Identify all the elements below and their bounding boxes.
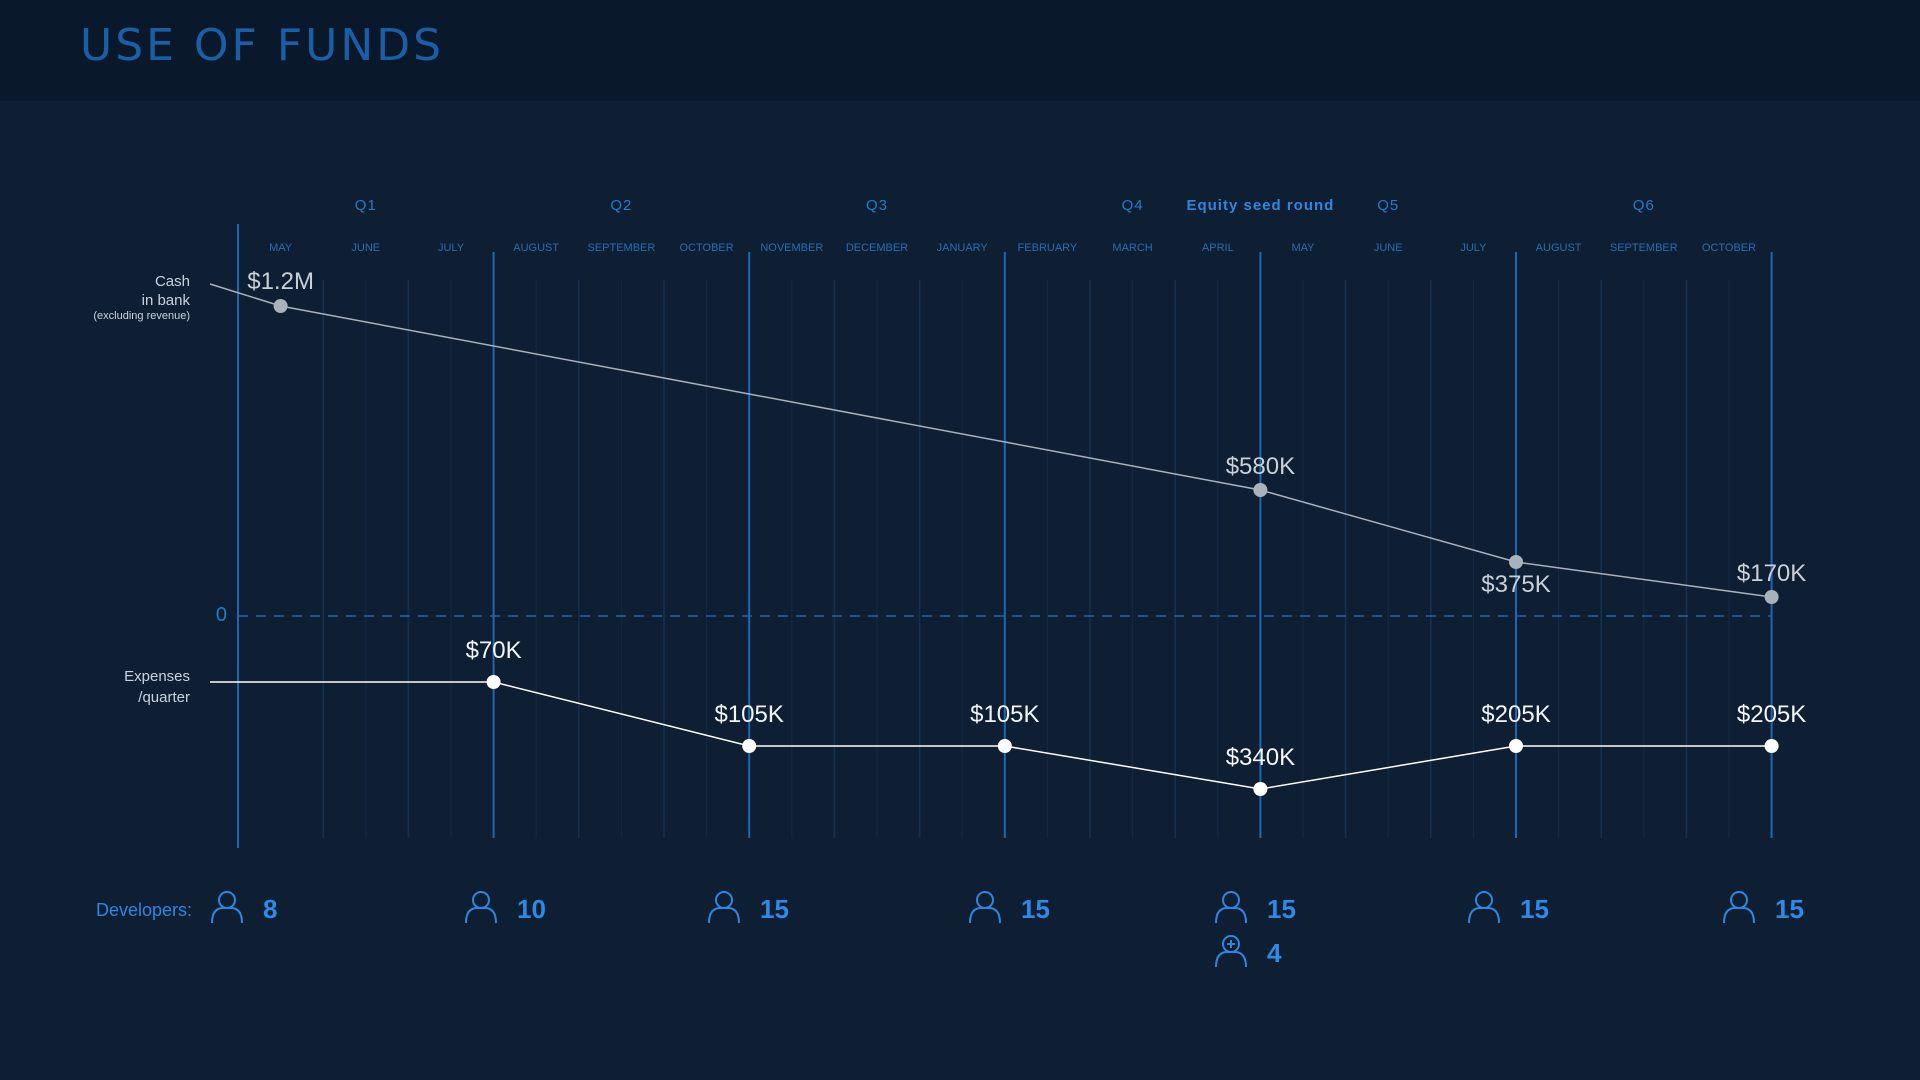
expenses-label: /quarter <box>138 689 190 706</box>
expenses-value-label: $340K <box>1226 744 1295 771</box>
page-title: USE OF FUNDS <box>80 20 445 71</box>
month-label: JULY <box>1460 242 1487 254</box>
add-person-icon <box>1215 935 1247 968</box>
person-icon <box>465 891 497 924</box>
cash-label: Cash <box>155 273 190 290</box>
cash-value-label: $170K <box>1737 560 1806 587</box>
developer-count: 15 <box>1021 894 1050 924</box>
month-label: JUNE <box>1374 242 1403 254</box>
quarter-label: Q5 <box>1377 197 1399 214</box>
developer-count: 15 <box>1267 894 1296 924</box>
person-icon <box>1468 891 1500 924</box>
expenses-value-label: $105K <box>714 701 783 728</box>
month-label: OCTOBER <box>679 242 733 254</box>
cash-point <box>1764 590 1779 604</box>
cash-value-label: $375K <box>1481 571 1550 598</box>
person-icon <box>969 891 1001 924</box>
person-icon <box>1215 891 1247 924</box>
cash-line <box>209 283 1772 598</box>
zero-label: 0 <box>216 604 227 626</box>
cash-point <box>1509 555 1523 569</box>
month-label: SEPTEMBER <box>1610 242 1678 254</box>
cash-label: in bank <box>142 292 191 309</box>
month-label: SEPTEMBER <box>587 242 655 254</box>
expenses-point <box>1253 782 1268 796</box>
month-label: FEBRUARY <box>1018 242 1078 254</box>
month-label: MARCH <box>1112 242 1152 254</box>
month-label: JUNE <box>351 242 380 254</box>
month-label: OCTOBER <box>1702 242 1756 254</box>
cash-value-label: $580K <box>1226 453 1295 480</box>
cash-point <box>273 299 288 313</box>
expenses-value-label: $205K <box>1737 701 1806 728</box>
equity-seed-round-label: Equity seed round <box>1186 197 1334 214</box>
expenses-value-label: $105K <box>970 701 1039 728</box>
cash-note: (excluding revenue) <box>93 310 190 322</box>
developers-label: Developers: <box>96 900 192 920</box>
expenses-value-label: $70K <box>466 637 522 664</box>
developer-count: 15 <box>1775 894 1804 924</box>
person-icon <box>211 891 243 924</box>
person-icon <box>1723 891 1755 924</box>
month-label: MAY <box>1291 242 1315 254</box>
quarter-label: Q1 <box>355 197 377 214</box>
month-label: NOVEMBER <box>760 242 823 254</box>
expenses-point <box>486 675 501 689</box>
expenses-line <box>210 681 1772 790</box>
month-label: AUGUST <box>513 242 559 254</box>
month-label: DECEMBER <box>846 242 908 254</box>
month-label: MAY <box>269 242 293 254</box>
month-label: AUGUST <box>1536 242 1582 254</box>
developer-count: 15 <box>760 894 789 924</box>
quarter-label: Q4 <box>1122 197 1144 214</box>
quarter-label: Q2 <box>610 197 632 214</box>
expenses-point <box>1764 739 1779 753</box>
header-bar: USE OF FUNDS <box>0 0 1920 101</box>
expenses-point <box>742 739 757 753</box>
quarter-label: Q3 <box>866 197 888 214</box>
quarter-label: Q6 <box>1633 197 1655 214</box>
developers-added-count: 4 <box>1267 938 1282 968</box>
developer-count: 8 <box>263 894 277 924</box>
month-label: JULY <box>438 242 465 254</box>
person-icon <box>708 891 740 924</box>
developer-count: 10 <box>517 894 546 924</box>
expenses-point <box>997 739 1012 753</box>
month-label: JANUARY <box>937 242 989 254</box>
expenses-point <box>1509 739 1523 753</box>
expenses-value-label: $205K <box>1481 701 1550 728</box>
cash-value-label: $1.2M <box>247 268 314 295</box>
cash-point <box>1253 483 1268 497</box>
expenses-label: Expenses <box>124 668 190 685</box>
developer-count: 15 <box>1520 894 1549 924</box>
month-label: APRIL <box>1202 242 1234 254</box>
